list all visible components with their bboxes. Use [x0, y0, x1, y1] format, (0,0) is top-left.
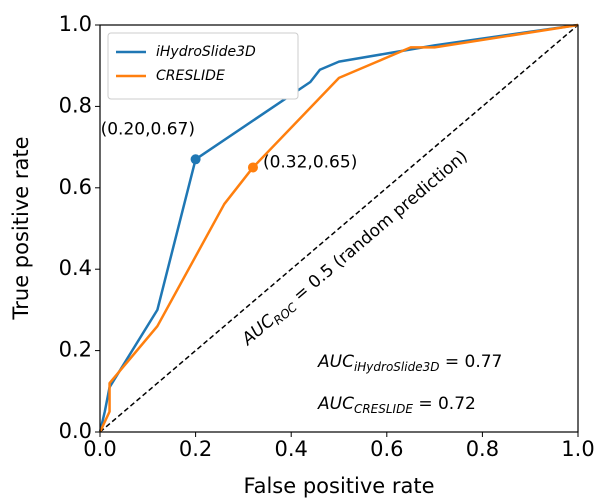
- point-annotation: (0.32,0.65): [263, 152, 357, 172]
- auc-rest: = 0.77: [439, 352, 502, 372]
- y-axis-label: True positive rate: [9, 137, 33, 321]
- x-tick-label: 0.4: [274, 437, 307, 461]
- legend-label: iHydroSlide3D: [156, 44, 256, 60]
- auc-sub: CRESLIDE: [354, 402, 413, 416]
- x-tick-label: 0.8: [466, 437, 499, 461]
- auc-base: AUC: [317, 394, 354, 414]
- legend-label: CRESLIDE: [156, 68, 225, 84]
- y-tick-label: 0.4: [59, 256, 92, 280]
- x-tick-label: 0.2: [179, 437, 212, 461]
- auc-base: AUC: [317, 352, 354, 372]
- y-tick-label: 1.0: [59, 12, 92, 36]
- highlight-point: [247, 162, 258, 173]
- auc-rest: = 0.72: [413, 394, 476, 414]
- auc-sub: iHydroSlide3D: [354, 360, 440, 374]
- point-annotation: (0.20,0.67): [101, 119, 195, 139]
- legend-box: [107, 32, 299, 100]
- y-tick-label: 0.0: [59, 419, 92, 443]
- auc-label: AUCiHydroSlide3D = 0.77: [317, 352, 502, 374]
- y-tick-label: 0.2: [59, 338, 92, 362]
- x-tick-label: 0.0: [83, 437, 116, 461]
- auc-label: AUCCRESLIDE = 0.72: [317, 394, 476, 416]
- highlight-point: [190, 154, 201, 165]
- plot-frame: [99, 24, 579, 433]
- x-axis-label: False positive rate: [243, 474, 434, 498]
- diagonal-label: AUCROC = 0.5 (random prediction): [238, 147, 473, 352]
- x-tick-label: 0.6: [370, 437, 403, 461]
- y-tick-label: 0.8: [59, 93, 92, 117]
- random-diagonal: [99, 24, 579, 433]
- y-tick-label: 0.6: [59, 175, 92, 199]
- x-tick-label: 1.0: [561, 437, 594, 461]
